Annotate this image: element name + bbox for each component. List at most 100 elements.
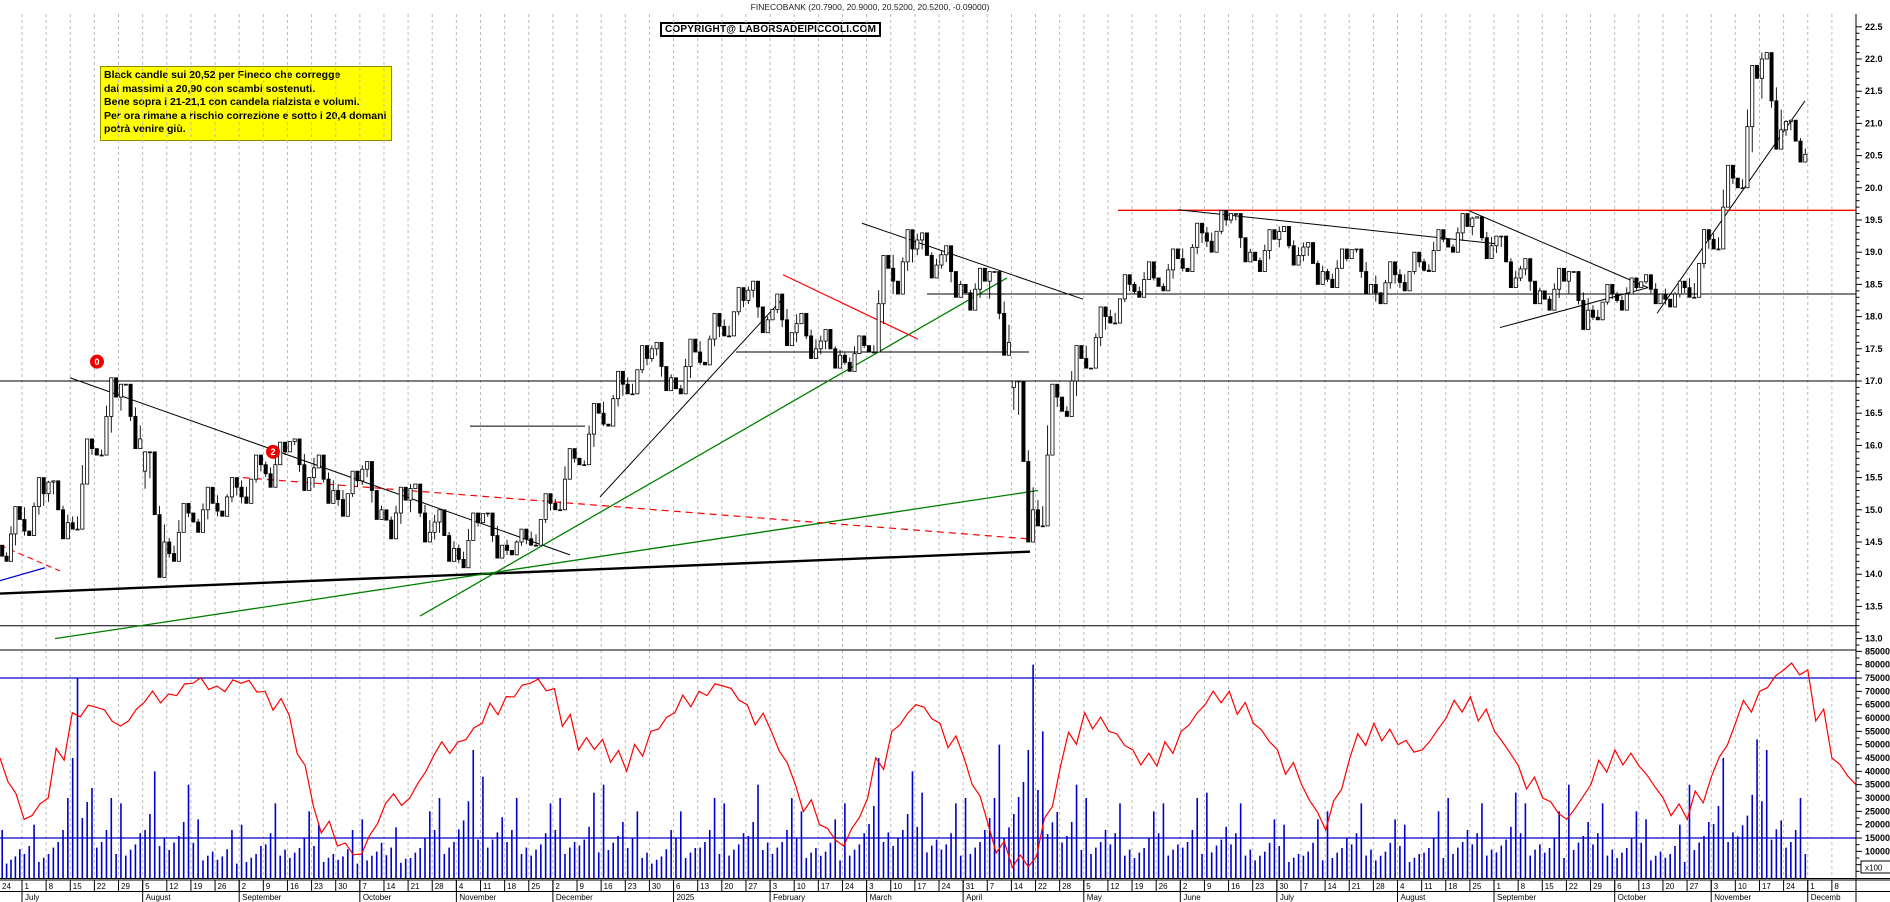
svg-text:22: 22 [1569,882,1578,891]
svg-text:35000: 35000 [1865,780,1890,790]
svg-text:24: 24 [1786,882,1795,891]
svg-text:20000: 20000 [1865,820,1890,830]
svg-text:5: 5 [145,882,150,891]
svg-text:18.5: 18.5 [1865,279,1883,289]
svg-text:24: 24 [2,882,11,891]
svg-text:22.5: 22.5 [1865,22,1883,32]
svg-text:16.5: 16.5 [1865,408,1883,418]
svg-text:10000: 10000 [1865,846,1890,856]
price-axis: 22.5 22.0 21.5 21.0 20.5 20.0 19.5 19.0 18.5 18.0… [1855,14,1883,902]
svg-text:18: 18 [507,882,516,891]
svg-text:7: 7 [1303,882,1308,891]
svg-text:15.0: 15.0 [1865,505,1883,515]
svg-text:July: July [1280,893,1294,902]
svg-text:Decemb: Decemb [1811,893,1841,902]
svg-text:27: 27 [1690,882,1699,891]
svg-text:May: May [1087,893,1102,902]
svg-text:9: 9 [266,882,271,891]
svg-text:March: March [870,893,892,902]
svg-text:6: 6 [676,882,681,891]
svg-text:75000: 75000 [1865,673,1890,683]
svg-text:25: 25 [1472,882,1481,891]
wave-labels: 02 [90,354,280,459]
svg-text:August: August [1401,893,1427,902]
chart-title: FINECOBANK (20.7900, 20.9000, 20.5200, 2… [750,2,990,12]
svg-text:23: 23 [628,882,637,891]
svg-text:3: 3 [1714,882,1719,891]
svg-text:17: 17 [821,882,830,891]
svg-text:2: 2 [242,882,247,891]
svg-text:14: 14 [1014,882,1023,891]
svg-text:18.0: 18.0 [1865,312,1883,322]
svg-text:28: 28 [435,882,444,891]
svg-text:30000: 30000 [1865,793,1890,803]
svg-text:23: 23 [314,882,323,891]
volume-axis: 85000 80000 75000 70000 65000 60000 55000 50000… [1856,646,1890,874]
svg-text:17.0: 17.0 [1865,376,1883,386]
svg-text:x100: x100 [1865,864,1883,873]
candles [0,52,1808,578]
analysis-annotation: Black candle sui 20,52 per Fineco che co… [100,66,393,141]
indicator-line [0,662,1857,869]
svg-text:19.5: 19.5 [1865,215,1883,225]
svg-text:23: 23 [1255,882,1264,891]
svg-text:31: 31 [966,882,975,891]
svg-text:14: 14 [1328,882,1337,891]
svg-text:7: 7 [990,882,995,891]
svg-text:19.0: 19.0 [1865,247,1883,257]
svg-text:8: 8 [1834,882,1839,891]
svg-text:17: 17 [1762,882,1771,891]
svg-text:24: 24 [942,882,951,891]
svg-text:July: July [25,893,39,902]
svg-text:February: February [773,893,805,902]
svg-text:5: 5 [1086,882,1091,891]
svg-text:20: 20 [1665,882,1674,891]
svg-text:2: 2 [1183,882,1188,891]
svg-text:June: June [1183,893,1201,902]
svg-text:3: 3 [773,882,778,891]
svg-text:25000: 25000 [1865,806,1890,816]
svg-text:April: April [966,893,982,902]
svg-text:26: 26 [218,882,227,891]
svg-text:20: 20 [724,882,733,891]
svg-text:21: 21 [1352,882,1361,891]
svg-text:13.0: 13.0 [1865,634,1883,644]
svg-text:65000: 65000 [1865,700,1890,710]
svg-text:24: 24 [845,882,854,891]
svg-text:50000: 50000 [1865,740,1890,750]
svg-text:12: 12 [169,882,178,891]
svg-text:29: 29 [121,882,130,891]
svg-text:August: August [146,893,172,902]
svg-text:13: 13 [1641,882,1650,891]
svg-text:21: 21 [411,882,420,891]
svg-text:October: October [363,893,392,902]
svg-text:20.5: 20.5 [1865,151,1883,161]
svg-text:November: November [1714,893,1751,902]
svg-text:27: 27 [748,882,757,891]
svg-text:2: 2 [270,447,275,457]
svg-text:0: 0 [94,357,99,367]
svg-text:29: 29 [1593,882,1602,891]
volume-bars [1,664,1807,878]
svg-text:October: October [1618,893,1647,902]
svg-text:30: 30 [338,882,347,891]
svg-text:22.0: 22.0 [1865,54,1883,64]
svg-text:1: 1 [1497,882,1502,891]
svg-text:30: 30 [652,882,661,891]
svg-text:10: 10 [797,882,806,891]
svg-text:9: 9 [1207,882,1212,891]
svg-text:80000: 80000 [1865,660,1890,670]
svg-text:17.5: 17.5 [1865,344,1883,354]
svg-text:60000: 60000 [1865,713,1890,723]
svg-text:November: November [459,893,496,902]
svg-text:8: 8 [1521,882,1526,891]
svg-text:12: 12 [1110,882,1119,891]
svg-text:4: 4 [459,882,464,891]
svg-text:4: 4 [1400,882,1405,891]
svg-text:16: 16 [604,882,613,891]
svg-text:70000: 70000 [1865,686,1890,696]
svg-text:19: 19 [193,882,202,891]
svg-text:1: 1 [1810,882,1815,891]
svg-text:16: 16 [1231,882,1240,891]
